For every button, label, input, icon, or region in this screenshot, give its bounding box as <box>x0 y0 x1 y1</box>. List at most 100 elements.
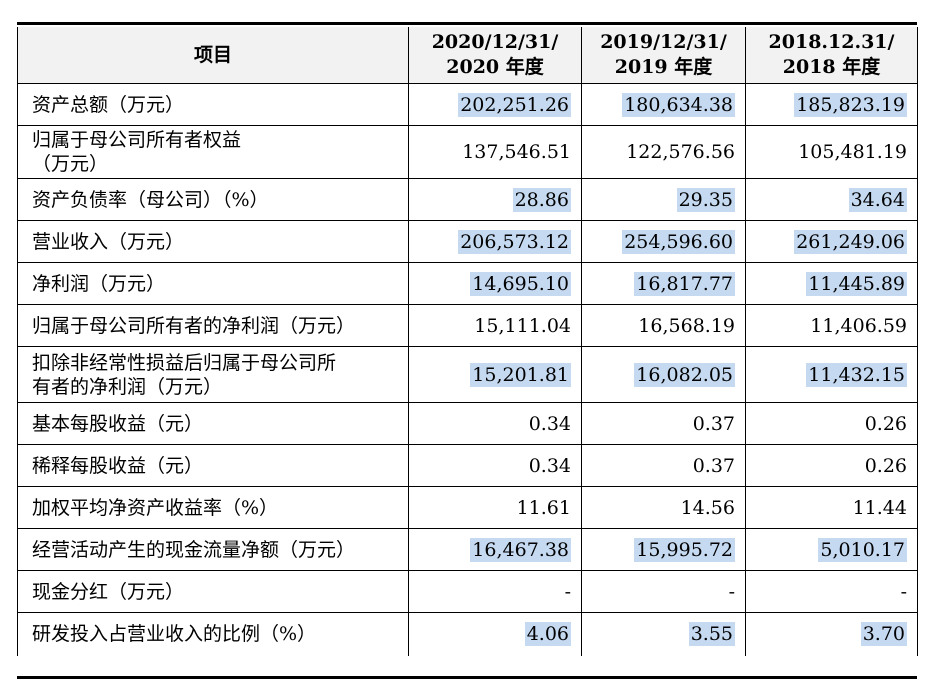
value-text: 15,111.04 <box>474 314 571 337</box>
financial-data-table: 项目 2020/12/31/ 2020 年度 2019/12/31/ 2019 … <box>17 27 918 656</box>
table-row: 净利润（万元） 14,695.10 16,817.77 11,445.89 <box>17 262 918 305</box>
value-cell: 11,406.59 <box>745 304 918 347</box>
value-cell: 105,481.19 <box>745 125 918 179</box>
value-text: 0.26 <box>864 412 907 435</box>
value-cell: - <box>745 570 918 613</box>
row-label: 归属于母公司所有者的净利润（万元） <box>17 304 409 347</box>
header-2020: 2020/12/31/ 2020 年度 <box>408 27 582 84</box>
value-text: 11.44 <box>852 496 907 519</box>
table-row: 加权平均净资产收益率（%） 11.61 14.56 11.44 <box>17 486 918 529</box>
value-cell: 261,249.06 <box>745 220 918 263</box>
value-cell: 122,576.56 <box>581 125 746 179</box>
value-cell: 15,995.72 <box>581 528 746 571</box>
value-text: - <box>564 580 571 603</box>
header-item: 项目 <box>17 27 409 84</box>
table-row: 研发投入占营业收入的比例（%） 4.06 3.55 3.70 <box>17 612 918 656</box>
value-cell: 14,695.10 <box>408 262 582 305</box>
value-text: 14,695.10 <box>470 271 571 296</box>
value-text: - <box>728 580 735 603</box>
value-text: 14.56 <box>680 496 735 519</box>
value-text: 185,823.19 <box>794 92 907 117</box>
row-label-text: 经营活动产生的现金流量净额（万元） <box>32 538 356 561</box>
value-text: 16,082.05 <box>634 362 735 387</box>
value-text: 254,596.60 <box>622 229 735 254</box>
row-label: 基本每股收益（元） <box>17 402 409 445</box>
table-row: 资产总额（万元） 202,251.26 180,634.38 185,823.19 <box>17 83 918 126</box>
value-cell: 11,432.15 <box>745 346 918 403</box>
table-row: 资产负债率（母公司）（%） 28.86 29.35 34.64 <box>17 178 918 221</box>
value-cell: 5,010.17 <box>745 528 918 571</box>
value-cell: 137,546.51 <box>408 125 582 179</box>
row-label: 归属于母公司所有者权益 （万元） <box>17 125 409 179</box>
value-text: 15,201.81 <box>470 362 571 387</box>
value-cell: 4.06 <box>408 612 582 656</box>
value-text: 16,568.19 <box>638 314 735 337</box>
value-cell: 16,568.19 <box>581 304 746 347</box>
header-row: 项目 2020/12/31/ 2020 年度 2019/12/31/ 2019 … <box>17 27 918 84</box>
value-text: 202,251.26 <box>458 92 571 117</box>
bottom-rule <box>17 676 917 679</box>
table-row: 稀释每股收益（元） 0.34 0.37 0.26 <box>17 444 918 487</box>
value-text: 137,546.51 <box>462 141 571 163</box>
value-text: 11,445.89 <box>806 271 907 296</box>
value-text: 180,634.38 <box>622 92 735 117</box>
value-text: 261,249.06 <box>794 229 907 254</box>
table-row: 现金分红（万元） - - - <box>17 570 918 613</box>
row-label: 资产总额（万元） <box>17 83 409 126</box>
value-cell: 15,111.04 <box>408 304 582 347</box>
value-text: 206,573.12 <box>458 229 571 254</box>
value-cell: 11,445.89 <box>745 262 918 305</box>
value-cell: 0.34 <box>408 402 582 445</box>
row-label-text: 归属于母公司所有者的净利润（万元） <box>32 314 356 337</box>
row-label-text: 资产负债率（母公司）（%） <box>32 188 269 211</box>
value-cell: - <box>408 570 582 613</box>
value-text: 122,576.56 <box>626 141 735 163</box>
value-cell: 0.37 <box>581 402 746 445</box>
value-cell: 0.26 <box>745 444 918 487</box>
value-text: 0.34 <box>528 412 571 435</box>
value-cell: 202,251.26 <box>408 83 582 126</box>
row-label-text: 基本每股收益（元） <box>32 412 204 435</box>
value-cell: 11.44 <box>745 486 918 529</box>
row-label: 资产负债率（母公司）（%） <box>17 178 409 221</box>
row-label: 净利润（万元） <box>17 262 409 305</box>
value-text: 0.37 <box>692 412 735 435</box>
value-cell: 14.56 <box>581 486 746 529</box>
value-text: 0.26 <box>864 454 907 477</box>
value-cell: 11.61 <box>408 486 582 529</box>
row-label-text: 研发投入占营业收入的比例（%） <box>32 623 317 646</box>
row-label: 加权平均净资产收益率（%） <box>17 486 409 529</box>
value-cell: 0.37 <box>581 444 746 487</box>
value-cell: 3.55 <box>581 612 746 656</box>
value-cell: - <box>581 570 746 613</box>
row-label-text: 归属于母公司所有者权益 （万元） <box>32 129 242 175</box>
row-label-text: 营业收入（万元） <box>32 230 185 253</box>
value-text: 34.64 <box>848 187 907 212</box>
row-label: 研发投入占营业收入的比例（%） <box>17 612 409 656</box>
row-label: 现金分红（万元） <box>17 570 409 613</box>
value-text: 0.34 <box>528 454 571 477</box>
value-cell: 206,573.12 <box>408 220 582 263</box>
value-cell: 15,201.81 <box>408 346 582 403</box>
header-label: 项目 <box>193 43 232 66</box>
table-row: 基本每股收益（元） 0.34 0.37 0.26 <box>17 402 918 445</box>
header-2019: 2019/12/31/ 2019 年度 <box>581 27 746 84</box>
table-row: 归属于母公司所有者权益 （万元） 137,546.51 122,576.56 105,… <box>17 125 918 179</box>
row-label-text: 稀释每股收益（元） <box>32 454 204 477</box>
value-cell: 0.26 <box>745 402 918 445</box>
value-text: 28.86 <box>512 187 571 212</box>
header-label: 2018.12.31/ 2018 年度 <box>768 31 895 78</box>
value-cell: 29.35 <box>581 178 746 221</box>
value-text: 4.06 <box>524 622 571 647</box>
value-text: 11,406.59 <box>810 314 907 337</box>
table-row: 归属于母公司所有者的净利润（万元） 15,111.04 16,568.19 11,40… <box>17 304 918 347</box>
value-cell: 28.86 <box>408 178 582 221</box>
header-2018: 2018.12.31/ 2018 年度 <box>745 27 918 84</box>
row-label: 营业收入（万元） <box>17 220 409 263</box>
row-label-text: 现金分红（万元） <box>32 580 185 603</box>
value-text: 5,010.17 <box>818 537 907 562</box>
value-text: - <box>900 580 907 603</box>
value-text: 0.37 <box>692 454 735 477</box>
value-cell: 180,634.38 <box>581 83 746 126</box>
top-rule <box>17 22 917 25</box>
